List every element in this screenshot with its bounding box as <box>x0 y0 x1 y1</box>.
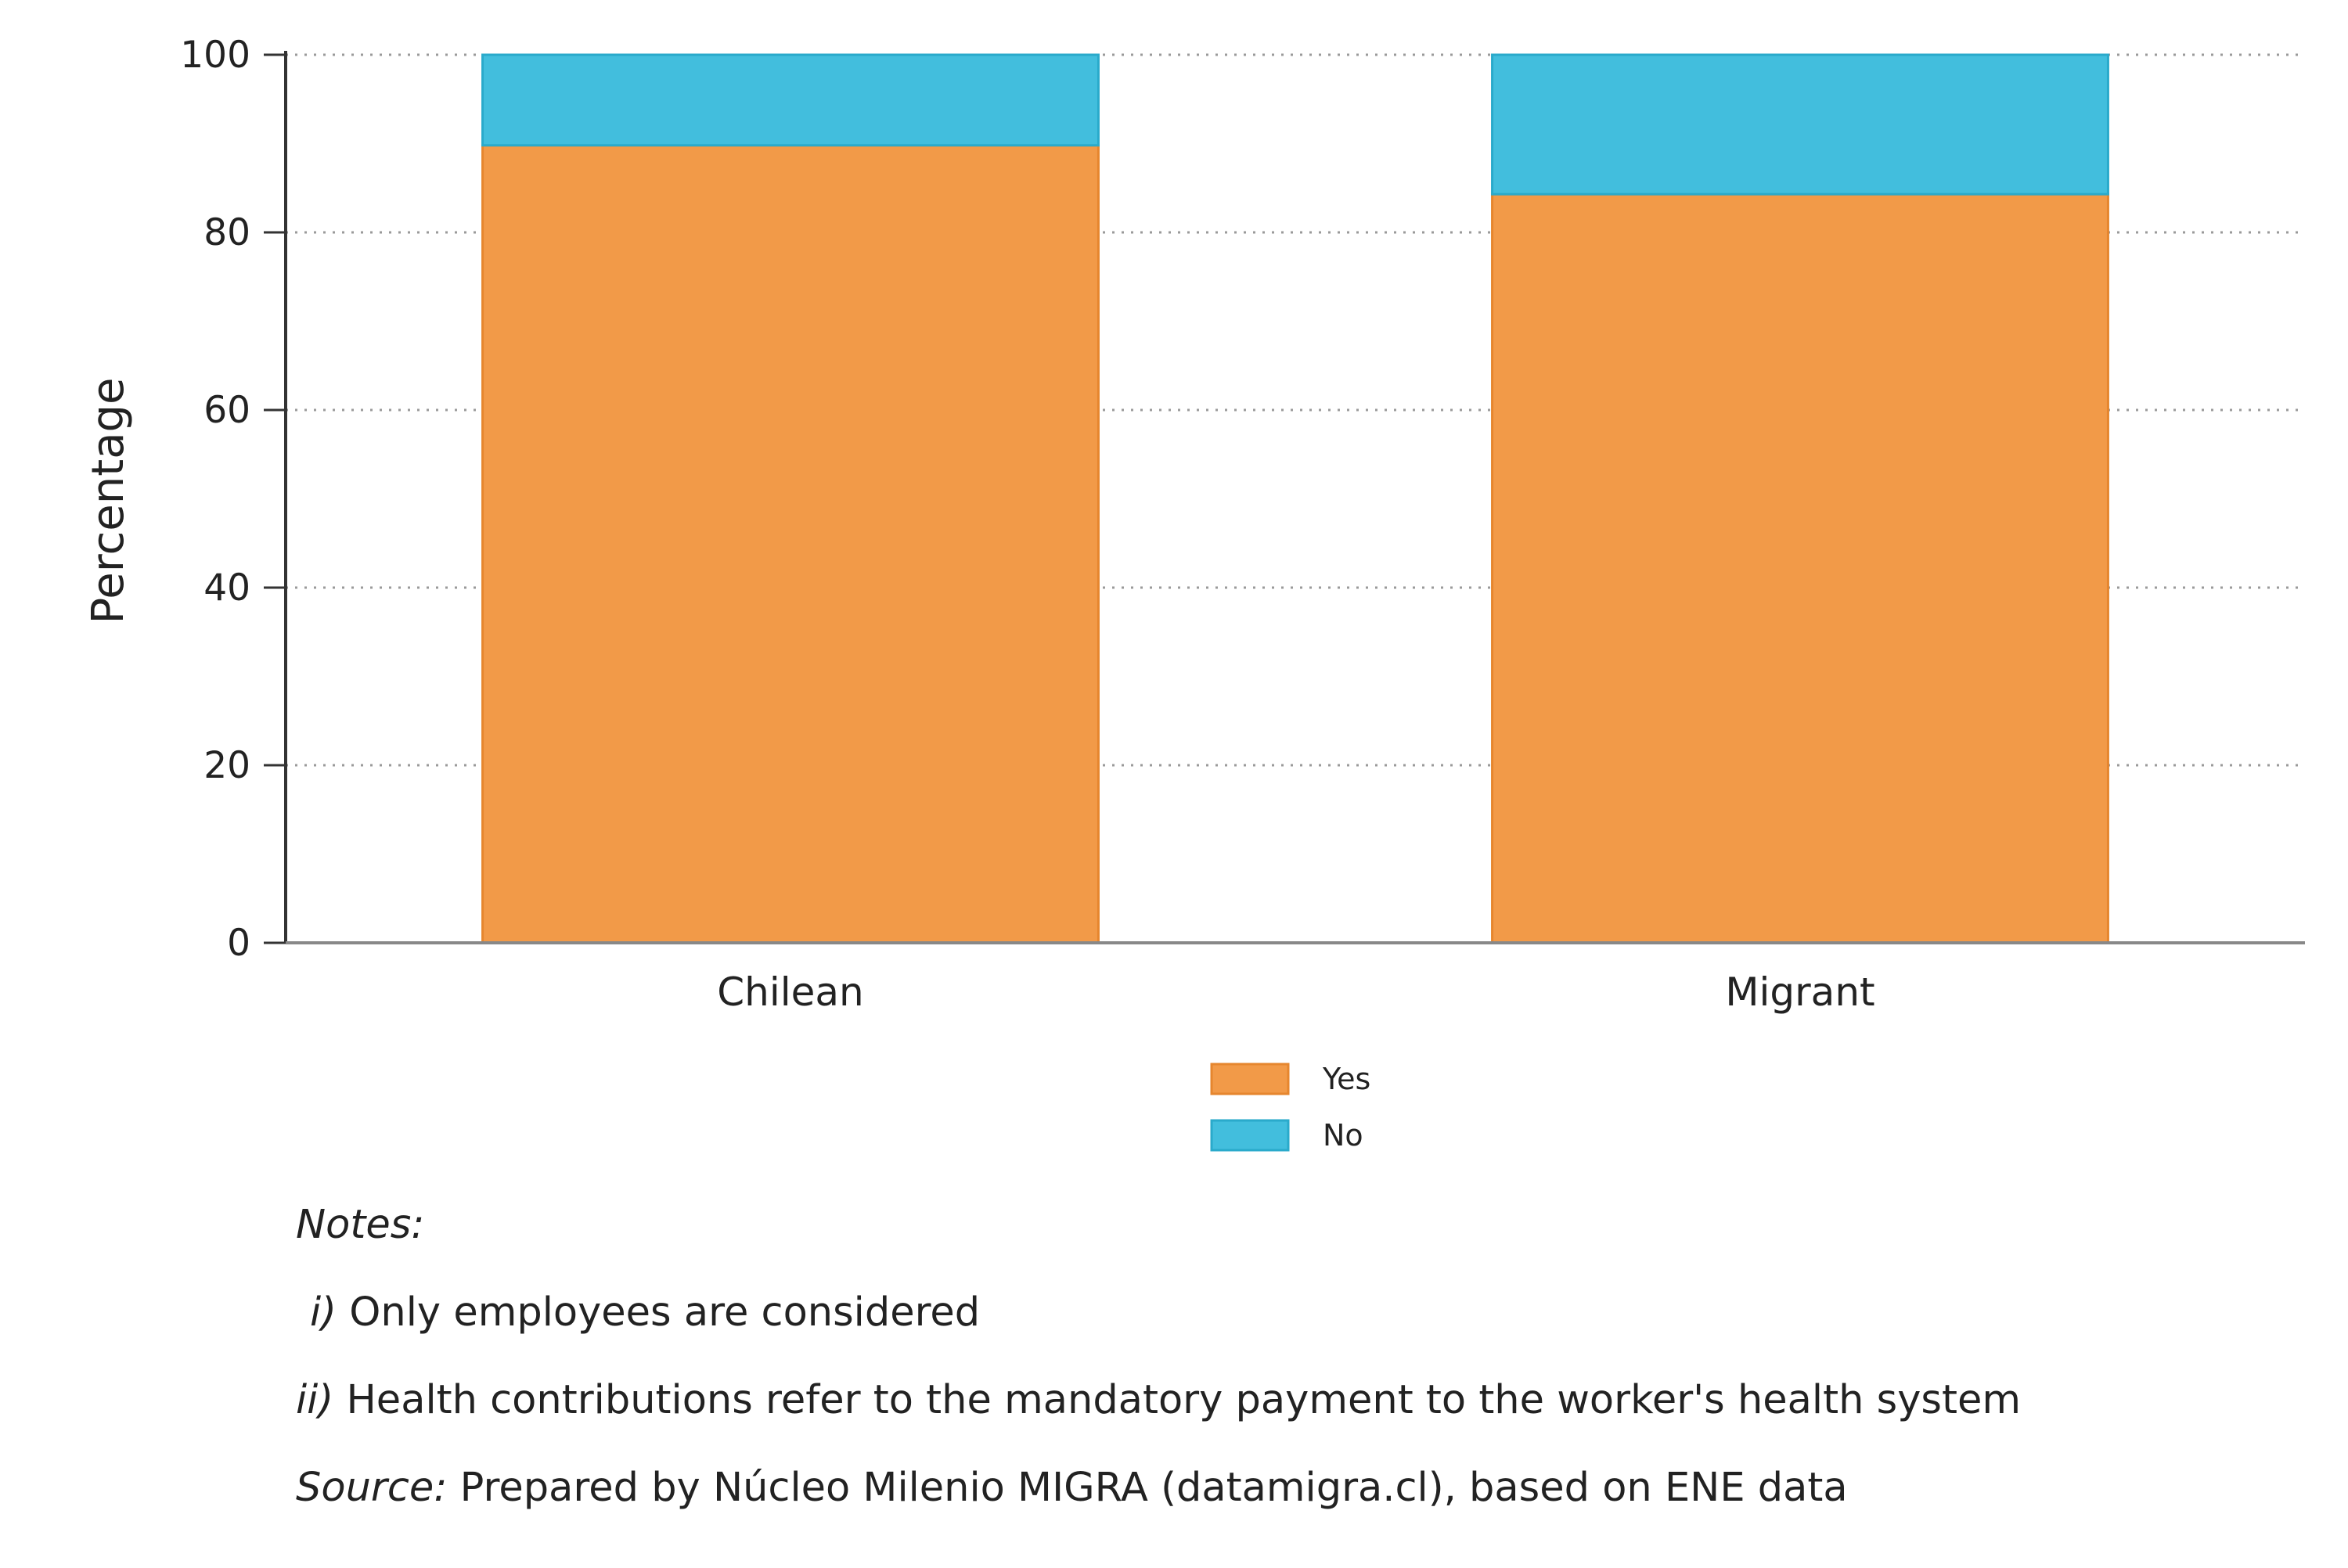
notes-section: Notes: i) Only employees are considered … <box>296 1181 2299 1532</box>
note-text: Only employees are considered <box>337 1289 981 1336</box>
legend: Yes No <box>1210 1062 1370 1153</box>
source-label: Source: <box>296 1465 448 1511</box>
legend-label-yes: Yes <box>1322 1062 1370 1096</box>
bars <box>481 53 2109 944</box>
x-tick-label: Migrant <box>1725 969 1874 1015</box>
notes-heading-text: Notes: <box>296 1202 425 1248</box>
axes: 0 20 40 60 80 100 Chilean Migrant <box>180 34 2305 1015</box>
note-marker: i) <box>310 1289 337 1336</box>
y-axis-title: Percentage <box>83 377 134 624</box>
notes-heading: Notes: <box>296 1181 2299 1269</box>
note-item: ii) Health contributions refer to the ma… <box>296 1357 2299 1444</box>
legend-swatch-yes <box>1210 1063 1290 1095</box>
x-tick-label: Chilean <box>717 969 863 1015</box>
source-line: Source: Prepared by Núcleo Milenio MIGRA… <box>296 1444 2299 1532</box>
bar-segment-no <box>481 53 1100 147</box>
note-item: i) Only employees are considered <box>296 1269 2299 1357</box>
source-text: Prepared by Núcleo Milenio MIGRA (datami… <box>447 1465 1848 1511</box>
legend-label-no: No <box>1323 1118 1363 1153</box>
y-tick-label: 60 <box>203 389 250 432</box>
note-marker: ii) <box>296 1377 334 1423</box>
y-tick-label: 40 <box>203 566 250 610</box>
bar-segment-no <box>1491 53 2109 196</box>
legend-swatch-no <box>1210 1119 1290 1152</box>
y-tick-label: 100 <box>180 34 250 77</box>
y-tick-label: 80 <box>203 211 250 254</box>
y-tick-label: 20 <box>203 744 250 787</box>
bar-segment-yes <box>481 144 1100 944</box>
note-text: Health contributions refer to the mandat… <box>333 1377 2021 1423</box>
y-tick-label: 0 <box>227 922 250 965</box>
bar-segment-yes <box>1491 192 2109 944</box>
